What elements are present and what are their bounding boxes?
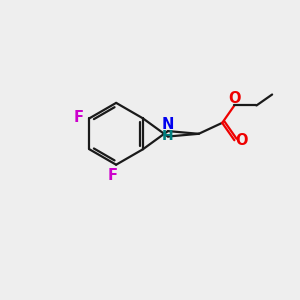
Text: O: O	[228, 91, 241, 106]
Text: O: O	[235, 133, 248, 148]
Text: H: H	[162, 129, 174, 143]
Text: F: F	[108, 168, 118, 183]
Text: N: N	[162, 117, 174, 132]
Text: F: F	[73, 110, 83, 125]
